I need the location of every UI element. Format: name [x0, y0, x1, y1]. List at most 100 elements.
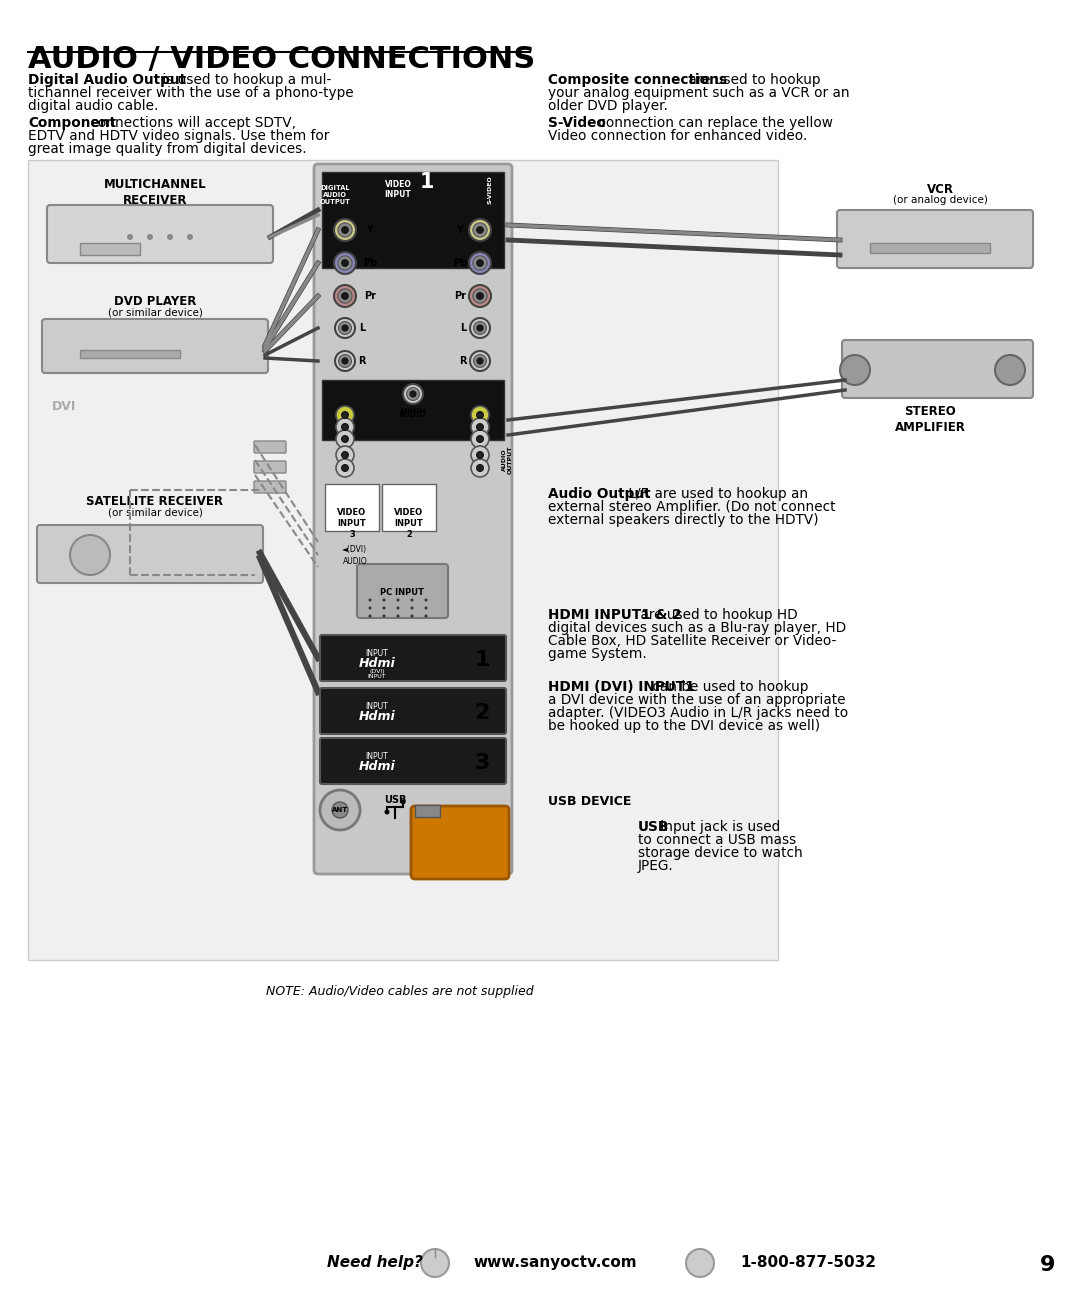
- Bar: [415, 805, 440, 817]
- Circle shape: [335, 319, 355, 338]
- Text: ANT: ANT: [332, 808, 348, 813]
- Circle shape: [368, 607, 372, 610]
- Circle shape: [341, 260, 348, 266]
- Circle shape: [320, 791, 360, 830]
- Text: are used to hookup: are used to hookup: [685, 73, 821, 87]
- Circle shape: [476, 292, 484, 299]
- Circle shape: [187, 233, 193, 240]
- Text: older DVD player.: older DVD player.: [548, 100, 667, 113]
- Circle shape: [473, 288, 487, 303]
- Text: 1: 1: [420, 172, 434, 191]
- Circle shape: [335, 351, 355, 371]
- Text: NOTE: Audio/Video cables are not supplied: NOTE: Audio/Video cables are not supplie…: [266, 985, 534, 998]
- Circle shape: [424, 599, 428, 602]
- Text: Cable Box, HD Satellite Receiver or Video-: Cable Box, HD Satellite Receiver or Vide…: [548, 635, 836, 648]
- Text: Audio Output: Audio Output: [548, 486, 650, 501]
- Text: a DVI device with the use of an appropriate: a DVI device with the use of an appropri…: [548, 694, 846, 707]
- Circle shape: [336, 430, 354, 448]
- Text: Pr: Pr: [454, 291, 465, 302]
- Text: Need help?: Need help?: [327, 1255, 423, 1270]
- Text: Video connection for enhanced video.: Video connection for enhanced video.: [548, 128, 807, 143]
- Text: Hdmi: Hdmi: [359, 759, 395, 772]
- Text: S-VIDEO: S-VIDEO: [487, 174, 492, 203]
- Circle shape: [471, 446, 489, 464]
- Circle shape: [396, 599, 400, 602]
- Circle shape: [469, 252, 491, 274]
- FancyBboxPatch shape: [254, 481, 286, 493]
- Text: (or similar device): (or similar device): [108, 507, 202, 517]
- Circle shape: [341, 464, 349, 472]
- Text: R: R: [359, 357, 366, 366]
- Circle shape: [476, 260, 484, 266]
- Text: game System.: game System.: [548, 648, 647, 661]
- Text: L: L: [460, 323, 467, 333]
- Circle shape: [341, 451, 349, 459]
- Circle shape: [840, 355, 870, 385]
- Circle shape: [470, 319, 490, 338]
- Text: DVD PLAYER: DVD PLAYER: [113, 295, 197, 308]
- Text: USB: USB: [383, 794, 406, 805]
- Circle shape: [127, 233, 133, 240]
- Text: L: L: [359, 323, 365, 333]
- Text: is used to hookup a mul-: is used to hookup a mul-: [158, 73, 332, 87]
- Bar: [80, 243, 140, 256]
- Text: be hooked up to the DVI device as well): be hooked up to the DVI device as well): [548, 718, 820, 733]
- Text: AUDIO: AUDIO: [400, 410, 427, 420]
- Circle shape: [476, 435, 484, 442]
- Circle shape: [336, 418, 354, 437]
- Circle shape: [471, 459, 489, 477]
- FancyBboxPatch shape: [42, 319, 268, 374]
- FancyBboxPatch shape: [320, 688, 507, 734]
- Circle shape: [334, 252, 356, 274]
- Circle shape: [334, 284, 356, 307]
- Circle shape: [403, 384, 423, 404]
- Circle shape: [421, 1249, 449, 1277]
- Text: (MONO): (MONO): [400, 406, 427, 413]
- FancyBboxPatch shape: [314, 164, 512, 874]
- Circle shape: [410, 599, 414, 602]
- Text: USB DEVICE: USB DEVICE: [548, 794, 632, 808]
- Text: HDMI INPUT1 & 2: HDMI INPUT1 & 2: [548, 608, 681, 621]
- Text: Y: Y: [366, 225, 374, 235]
- Circle shape: [477, 358, 483, 364]
- Text: Pr: Pr: [364, 291, 376, 302]
- Text: Pb: Pb: [363, 258, 377, 267]
- FancyBboxPatch shape: [382, 484, 436, 531]
- Circle shape: [167, 233, 173, 240]
- Circle shape: [336, 459, 354, 477]
- Text: 9: 9: [1040, 1255, 1055, 1276]
- Text: 3: 3: [474, 753, 489, 773]
- Circle shape: [473, 321, 486, 334]
- Text: input jack is used: input jack is used: [656, 819, 780, 834]
- Text: Pb: Pb: [453, 258, 468, 267]
- Text: R: R: [459, 357, 467, 366]
- Text: digital audio cable.: digital audio cable.: [28, 100, 159, 113]
- Circle shape: [473, 256, 487, 270]
- Circle shape: [338, 321, 351, 334]
- Text: 1: 1: [474, 650, 489, 670]
- Circle shape: [70, 535, 110, 576]
- Circle shape: [396, 607, 400, 610]
- Text: INPUT: INPUT: [366, 649, 389, 658]
- Circle shape: [147, 233, 153, 240]
- Circle shape: [396, 615, 400, 617]
- Circle shape: [477, 325, 483, 330]
- Text: INPUT: INPUT: [366, 751, 389, 760]
- Text: Hdmi: Hdmi: [359, 709, 395, 722]
- Circle shape: [410, 615, 414, 617]
- Text: external stereo Amplifier. (Do not connect: external stereo Amplifier. (Do not conne…: [548, 499, 836, 514]
- FancyBboxPatch shape: [254, 461, 286, 473]
- Text: VIDEO
INPUT
3: VIDEO INPUT 3: [337, 507, 366, 539]
- Circle shape: [341, 292, 348, 299]
- Circle shape: [382, 615, 386, 617]
- Circle shape: [342, 325, 348, 330]
- Text: S-Video: S-Video: [548, 115, 606, 130]
- Bar: [322, 380, 504, 440]
- Circle shape: [469, 219, 491, 241]
- FancyBboxPatch shape: [842, 340, 1032, 399]
- Text: connections will accept SDTV,: connections will accept SDTV,: [86, 115, 297, 130]
- Text: INPUT: INPUT: [366, 701, 389, 711]
- Text: AUDIO
OUTPUT: AUDIO OUTPUT: [501, 446, 512, 475]
- Text: Hdmi: Hdmi: [359, 657, 395, 670]
- Circle shape: [476, 423, 484, 430]
